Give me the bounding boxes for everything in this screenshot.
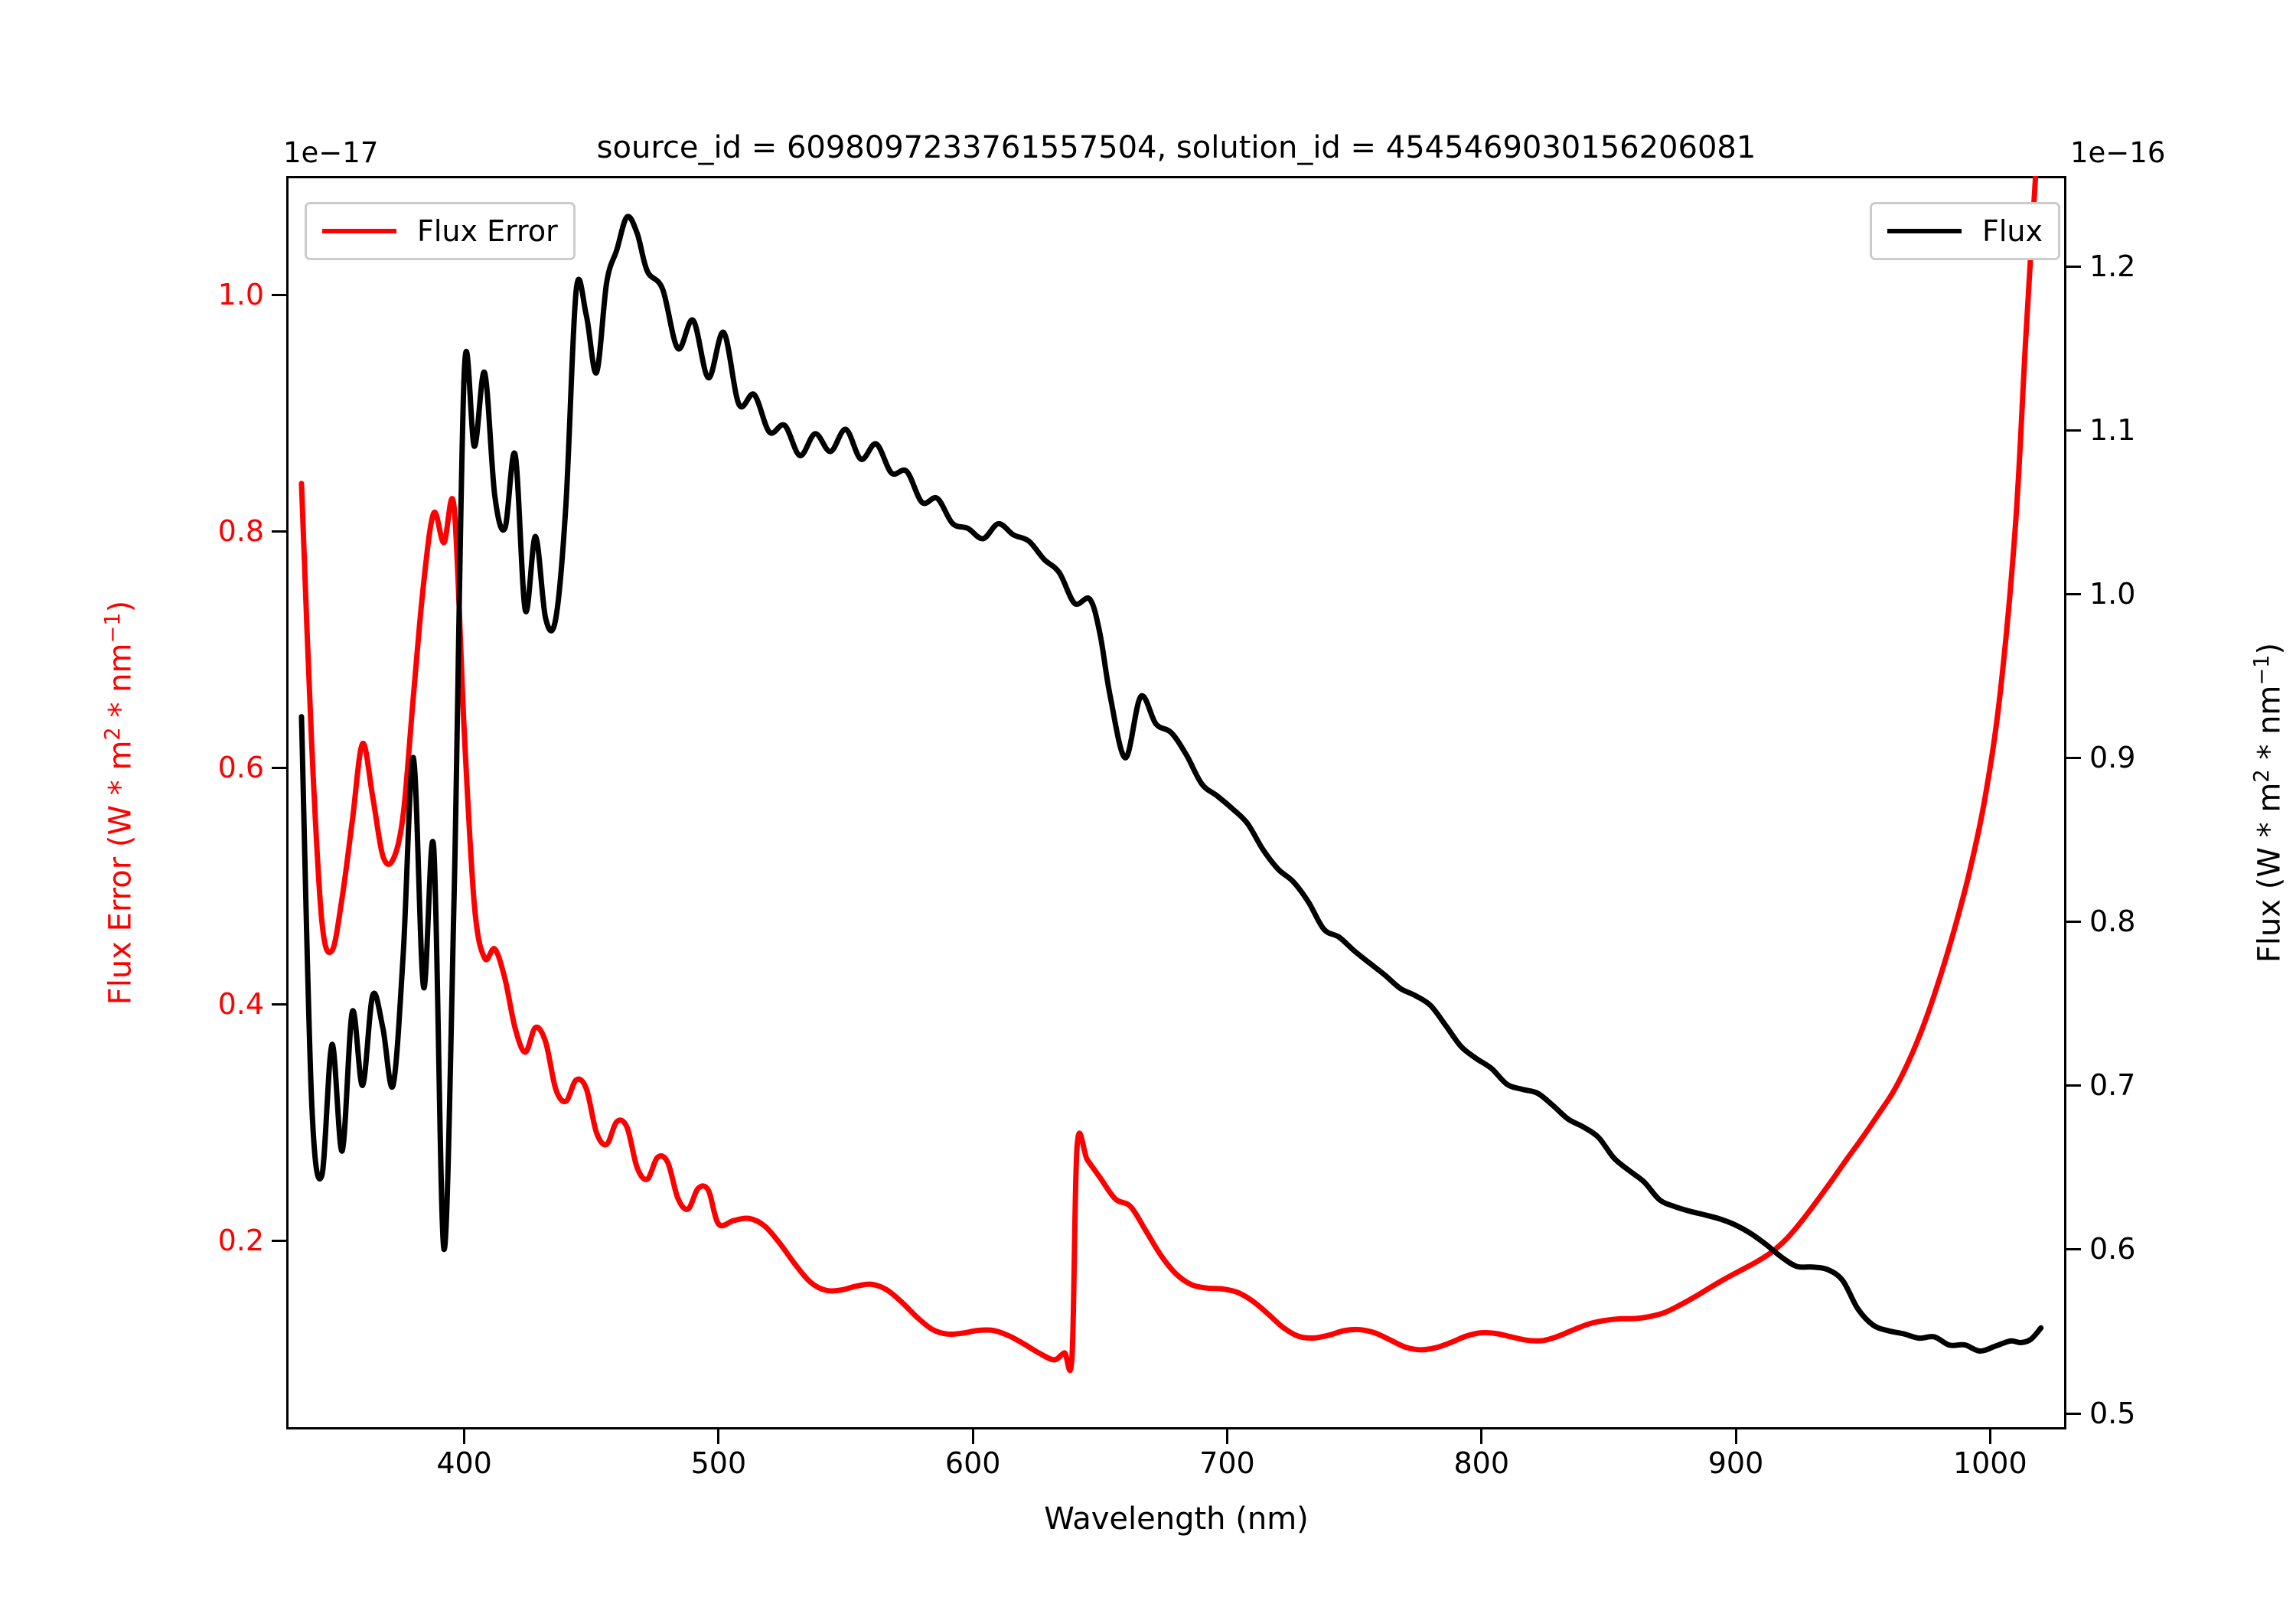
right-y-axis-label-suffix: ): [2252, 642, 2288, 655]
right-y-axis-label: Flux (W * m2 * nm−1): [2250, 176, 2287, 1429]
page-title: source_id = 6098097233761557504, solutio…: [596, 130, 1756, 165]
left-y-tick-label-0.6: 0.6: [217, 750, 264, 784]
right-y-axis-label-mid: * nm: [2252, 685, 2288, 770]
x-tick-mark-500: [717, 1429, 720, 1444]
right-y-tick-mark-1.1: [2066, 429, 2081, 432]
left-y-tick-mark-1.0: [272, 293, 286, 296]
right-y-axis-label-prefix: Flux (W * m: [2252, 782, 2288, 963]
x-tick-mark-900: [1734, 1429, 1737, 1444]
legend-flux-error[interactable]: Flux Error: [305, 202, 576, 260]
x-tick-label-600: 600: [944, 1446, 1001, 1480]
right-y-tick-label-1.1: 1.1: [2089, 412, 2136, 447]
left-axis-exponent-offset: 1e−17: [283, 136, 379, 169]
legend-line-swatch-black: [1887, 229, 1962, 233]
left-y-axis-label-sup1: 2: [101, 727, 125, 741]
right-y-tick-mark-0.6: [2066, 1248, 2081, 1251]
legend-line-swatch-red: [322, 229, 396, 233]
left-y-axis-label-prefix: Flux Error (W * m: [103, 740, 139, 1006]
left-y-tick-mark-0.6: [272, 766, 286, 769]
right-y-tick-label-1.2: 1.2: [2089, 249, 2136, 283]
x-axis-label: Wavelength (nm): [1044, 1501, 1309, 1537]
left-y-tick-label-0.8: 0.8: [217, 513, 264, 548]
left-y-tick-wrap: 1.0: [122, 278, 264, 328]
right-axis-exponent-offset: 1e−16: [2070, 136, 2166, 169]
x-tick-label-1000: 1000: [1952, 1446, 2027, 1480]
left-y-tick-wrap: 0.4: [122, 987, 264, 1038]
x-tick-mark-800: [1480, 1429, 1483, 1444]
left-y-axis-label: Flux Error (W * m2 * nm−1): [101, 176, 138, 1429]
right-y-axis-label-sup2: −1: [2250, 654, 2274, 686]
spectrum-curves: [298, 176, 2044, 1374]
legend-label-flux: Flux: [1982, 214, 2043, 248]
left-y-tick-mark-0.8: [272, 530, 286, 533]
left-y-tick-wrap: 0.8: [122, 514, 264, 565]
right-y-tick-label-0.6: 0.6: [2089, 1232, 2136, 1266]
legend-label-flux-error: Flux Error: [417, 214, 558, 248]
left-y-tick-wrap: 0.6: [122, 751, 264, 801]
right-y-tick-label-0.7: 0.7: [2089, 1068, 2136, 1103]
x-tick-mark-1000: [1988, 1429, 1991, 1444]
left-y-axis-label-mid: * nm: [103, 643, 139, 728]
left-y-tick-label-1.0: 1.0: [217, 277, 264, 311]
right-y-tick-label-0.5: 0.5: [2089, 1396, 2136, 1430]
right-y-axis-label-sup1: 2: [2250, 769, 2274, 783]
right-y-tick-label-1.0: 1.0: [2089, 577, 2136, 611]
x-tick-label-500: 500: [690, 1446, 747, 1480]
right-y-tick-mark-0.7: [2066, 1084, 2081, 1087]
x-tick-mark-700: [1225, 1429, 1228, 1444]
right-y-tick-label-0.8: 0.8: [2089, 905, 2136, 939]
right-y-tick-label-0.9: 0.9: [2089, 741, 2136, 775]
left-y-axis-label-suffix: ): [103, 600, 139, 613]
x-tick-label-900: 900: [1707, 1446, 1764, 1480]
right-y-tick-mark-0.8: [2066, 921, 2081, 924]
legend-flux[interactable]: Flux: [1870, 202, 2060, 260]
right-y-tick-mark-0.5: [2066, 1412, 2081, 1415]
x-tick-label-400: 400: [436, 1446, 492, 1480]
left-y-tick-label-0.4: 0.4: [217, 986, 264, 1021]
flux-error-curve: [298, 176, 2039, 1374]
x-tick-label-800: 800: [1453, 1446, 1509, 1480]
left-y-tick-label-0.2: 0.2: [217, 1223, 264, 1257]
x-tick-mark-600: [971, 1429, 974, 1444]
left-y-tick-wrap: 0.2: [122, 1224, 264, 1274]
left-y-tick-mark-0.2: [272, 1239, 286, 1242]
right-y-tick-mark-1.0: [2066, 593, 2081, 595]
x-tick-label-700: 700: [1199, 1446, 1255, 1480]
plot-axes-frame: [286, 176, 2066, 1429]
x-tick-mark-400: [463, 1429, 466, 1444]
right-y-tick-mark-1.2: [2066, 265, 2081, 268]
flux-curve: [298, 214, 2044, 1354]
right-y-tick-mark-0.9: [2066, 757, 2081, 760]
left-y-axis-label-sup2: −1: [101, 612, 125, 644]
left-y-tick-mark-0.4: [272, 1002, 286, 1006]
